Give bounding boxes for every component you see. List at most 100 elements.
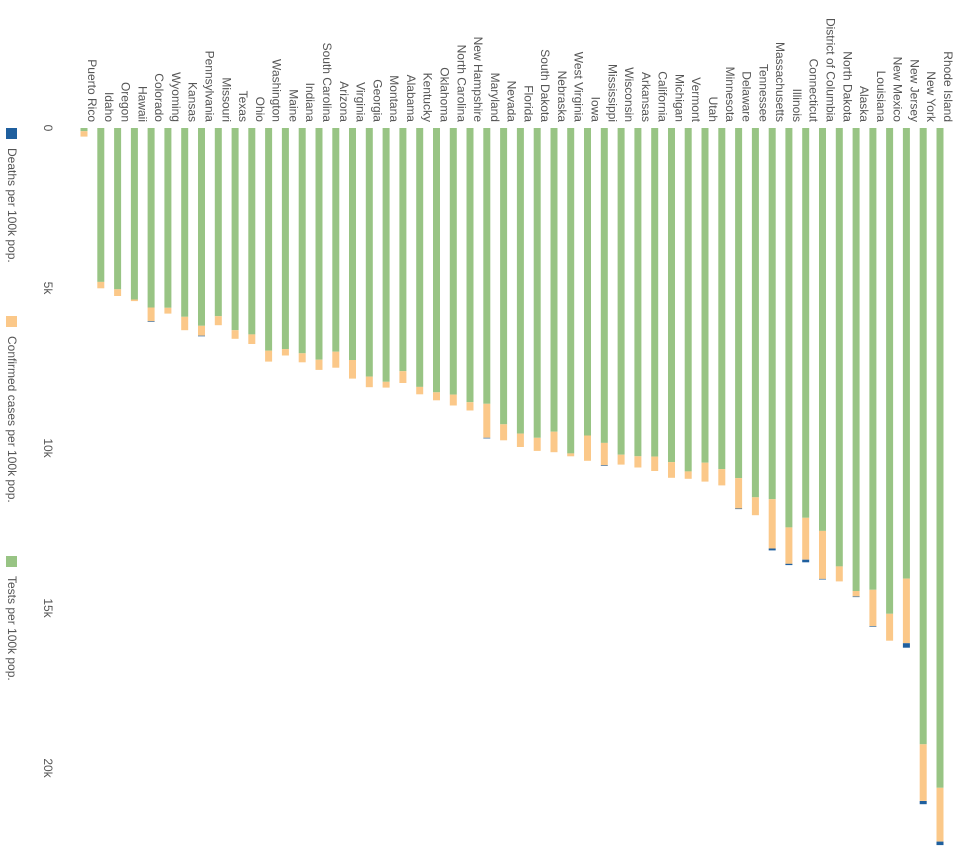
bar-segment bbox=[80, 128, 88, 132]
bar-segment bbox=[617, 454, 625, 465]
bar-segment bbox=[315, 128, 323, 360]
bar-segment bbox=[550, 128, 558, 432]
category-label: New Mexico bbox=[891, 57, 905, 123]
category-label: Iowa bbox=[589, 97, 603, 123]
bar-segment bbox=[416, 128, 424, 387]
bar-segment bbox=[936, 787, 944, 842]
bar-segment bbox=[164, 128, 172, 308]
bar-segment bbox=[382, 381, 390, 388]
category-label: Kentucky bbox=[421, 73, 435, 122]
bar-segment bbox=[567, 128, 575, 454]
bar-segment bbox=[902, 643, 910, 648]
legend-swatch bbox=[6, 316, 17, 327]
category-label: Illinois bbox=[790, 89, 804, 122]
category-label: Alaska bbox=[857, 86, 871, 122]
bar-segment bbox=[114, 289, 122, 296]
bar-segment bbox=[433, 392, 440, 401]
bar-segment bbox=[785, 527, 793, 564]
bar-segment bbox=[634, 456, 642, 468]
category-label: Connecticut bbox=[807, 59, 821, 123]
bar-segment bbox=[852, 596, 860, 598]
category-label: New Hampshire bbox=[471, 37, 485, 123]
bar-segment bbox=[265, 350, 273, 362]
bar-segment bbox=[936, 128, 944, 788]
category-label: Minnesota bbox=[723, 67, 737, 123]
category-label: Pennsylvania bbox=[202, 51, 216, 123]
bar-segment bbox=[281, 128, 289, 350]
bar-segment bbox=[751, 497, 759, 516]
bar-segment bbox=[114, 128, 122, 290]
bar-segment bbox=[819, 128, 826, 531]
legend: Deaths per 100k pop. Confirmed cases per … bbox=[5, 128, 19, 681]
category-label: Idaho bbox=[102, 92, 116, 122]
bar-segment bbox=[735, 508, 743, 510]
category-label: Rhode Island bbox=[941, 51, 955, 122]
bar-segment bbox=[449, 394, 457, 406]
bar-segment bbox=[869, 626, 877, 627]
bar-segment bbox=[416, 386, 424, 395]
bar-segment bbox=[600, 128, 608, 443]
bar-segment bbox=[684, 471, 692, 479]
bar-segment bbox=[500, 424, 508, 441]
legend-label: Confirmed cases per 100k pop. bbox=[5, 336, 19, 503]
bar-segment bbox=[919, 801, 927, 805]
bar-segment bbox=[332, 351, 340, 368]
bar-segment bbox=[718, 128, 726, 470]
category-label: Vermont bbox=[689, 77, 703, 122]
bar-segment bbox=[382, 128, 390, 382]
value-axis: 0 5k 10k 15k 20k bbox=[41, 125, 55, 779]
bar-segment bbox=[785, 563, 793, 566]
bar-segment bbox=[550, 431, 558, 453]
category-label: Puerto Rico bbox=[85, 59, 99, 122]
tick-label: 5k bbox=[41, 282, 55, 296]
bar-segment bbox=[231, 330, 239, 339]
category-label: Texas bbox=[236, 91, 250, 122]
bar-segment bbox=[248, 128, 256, 335]
bar-segment bbox=[181, 316, 189, 331]
bar-segment bbox=[198, 335, 205, 337]
bar-segment bbox=[516, 433, 524, 447]
bar-segment bbox=[902, 128, 910, 579]
legend-swatch bbox=[6, 128, 17, 139]
bar-segment bbox=[768, 128, 776, 500]
bar-segment bbox=[768, 548, 776, 551]
bar-segment bbox=[483, 403, 491, 438]
bar-segment bbox=[902, 578, 910, 644]
category-label: South Dakota bbox=[538, 49, 552, 122]
bar-segment bbox=[701, 462, 709, 482]
category-label: Georgia bbox=[370, 79, 384, 122]
category-label: Virginia bbox=[354, 82, 368, 122]
legend-label: Tests per 100k pop. bbox=[5, 576, 19, 681]
category-label: North Dakota bbox=[840, 51, 854, 122]
bar-segment bbox=[802, 559, 810, 563]
category-label: West Virginia bbox=[572, 52, 586, 123]
category-label: Indiana bbox=[303, 83, 317, 123]
category-label: Oregon bbox=[119, 82, 133, 122]
category-label: Utah bbox=[706, 97, 720, 122]
legend-label: Deaths per 100k pop. bbox=[5, 148, 19, 263]
bar-segment bbox=[516, 128, 524, 434]
bar-segment bbox=[433, 128, 440, 393]
bar-segment bbox=[600, 442, 608, 466]
tick-label: 10k bbox=[41, 438, 55, 458]
bar-segment bbox=[785, 128, 793, 528]
bar-segment bbox=[500, 128, 508, 425]
category-label: New Jersey bbox=[907, 59, 921, 122]
tick-label: 15k bbox=[41, 598, 55, 618]
bar-segment bbox=[852, 128, 860, 591]
category-label: Colorado bbox=[152, 73, 166, 122]
tick-label: 20k bbox=[41, 758, 55, 778]
category-label: District of Columbia bbox=[824, 18, 838, 122]
bar-segment bbox=[802, 517, 810, 560]
bar-segment bbox=[684, 128, 692, 472]
bar-segment bbox=[365, 128, 373, 377]
bar-segment bbox=[198, 325, 205, 336]
bar-segment bbox=[130, 299, 138, 302]
category-label: Montana bbox=[387, 75, 401, 122]
legend-swatch bbox=[6, 556, 17, 567]
category-label: Michigan bbox=[672, 74, 686, 122]
bar-segment bbox=[214, 316, 222, 326]
bar-segment bbox=[198, 128, 205, 326]
bar-segment bbox=[768, 499, 776, 549]
bar-segment bbox=[533, 437, 541, 451]
